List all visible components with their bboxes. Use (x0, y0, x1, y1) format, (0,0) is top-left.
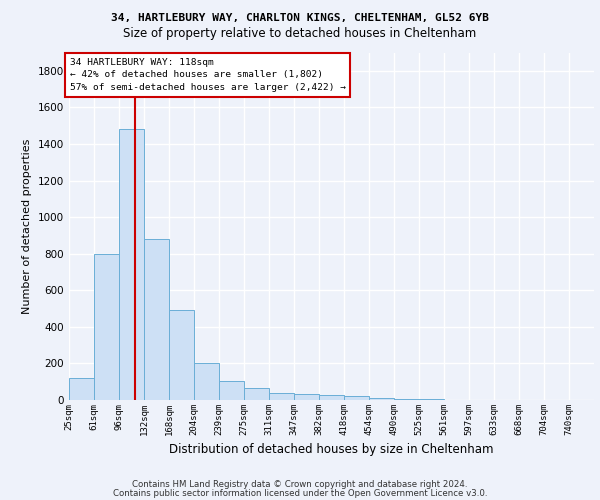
Text: Size of property relative to detached houses in Cheltenham: Size of property relative to detached ho… (124, 28, 476, 40)
Text: Contains HM Land Registry data © Crown copyright and database right 2024.: Contains HM Land Registry data © Crown c… (132, 480, 468, 489)
Bar (394, 399, 419, 400)
Text: 34, HARTLEBURY WAY, CHARLTON KINGS, CHELTENHAM, GL52 6YB: 34, HARTLEBURY WAY, CHARLTON KINGS, CHEL… (111, 12, 489, 22)
Bar (94, 254, 119, 400)
Text: 34 HARTLEBURY WAY: 118sqm
← 42% of detached houses are smaller (1,802)
57% of se: 34 HARTLEBURY WAY: 118sqm ← 42% of detac… (70, 58, 346, 92)
Bar (369, 398, 394, 400)
Bar (119, 130, 144, 400)
Bar (169, 310, 194, 400)
Bar (144, 239, 169, 400)
X-axis label: Distribution of detached houses by size in Cheltenham: Distribution of detached houses by size … (169, 444, 494, 456)
Bar (294, 394, 319, 400)
Text: Contains public sector information licensed under the Open Government Licence v3: Contains public sector information licen… (113, 488, 487, 498)
Bar (244, 388, 269, 400)
Bar (269, 392, 294, 400)
Bar (194, 362, 219, 400)
Bar (319, 394, 344, 400)
Bar (69, 378, 94, 400)
Bar (219, 381, 244, 400)
Bar (344, 396, 369, 400)
Y-axis label: Number of detached properties: Number of detached properties (22, 138, 32, 314)
